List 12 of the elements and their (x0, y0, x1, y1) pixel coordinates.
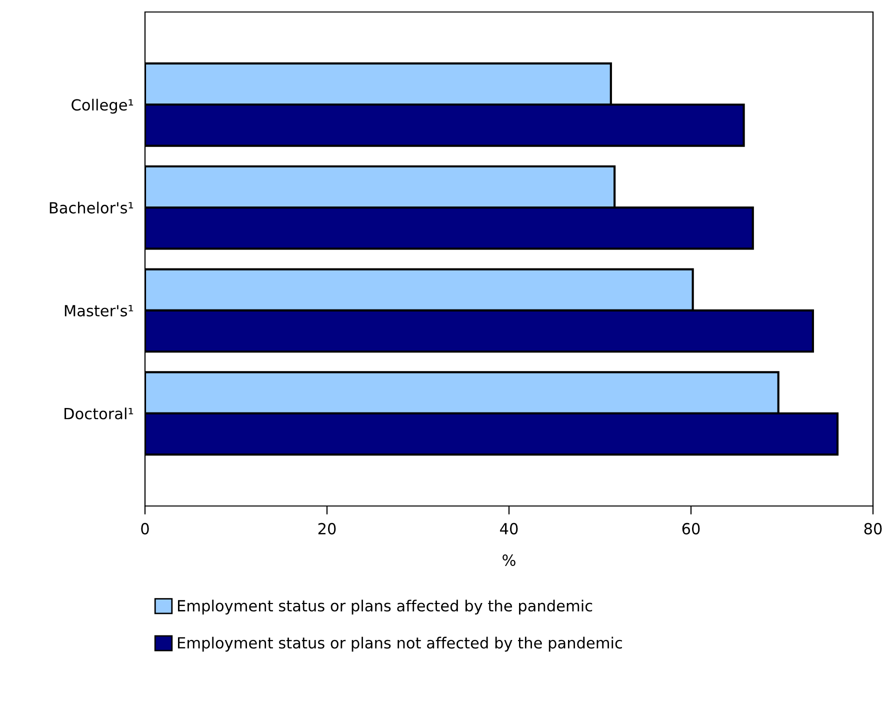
legend-label: Employment status or plans not affected by the pandemic (178, 636, 622, 652)
y-tick-label: Doctoral¹ (64, 408, 134, 420)
x-tick-label: 40 (500, 522, 518, 534)
y-tick-label: Bachelor's¹ (50, 202, 134, 214)
y-tick-label: College¹ (72, 98, 134, 114)
x-axis-title: % (502, 554, 516, 566)
legend-label: Employment status or plans affected by the pandemic (178, 600, 592, 614)
y-tick-label: Master's¹ (64, 305, 134, 316)
x-tick-label: 80 (864, 522, 882, 534)
x-tick-label: 20 (318, 522, 336, 534)
x-tick-label: 60 (682, 522, 700, 534)
x-tick-label: 0 (141, 522, 149, 534)
